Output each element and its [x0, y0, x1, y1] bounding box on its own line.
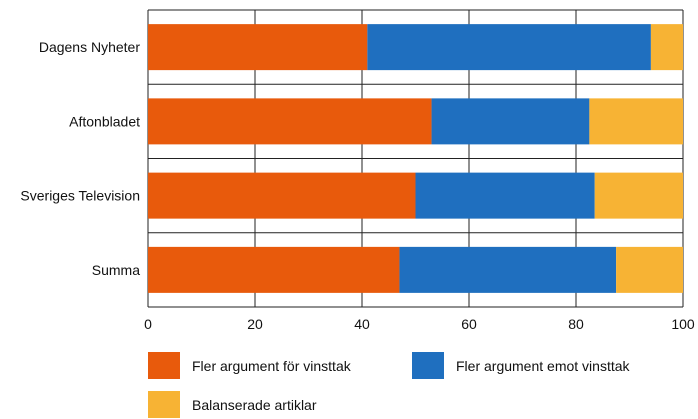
bar-segment-2-2 [594, 172, 683, 219]
bar-segment-1-0 [148, 98, 432, 145]
bar-segment-2-0 [148, 172, 416, 219]
legend-item-for: Fler argument för vinsttak [148, 352, 351, 379]
legend-swatch-for [148, 352, 180, 379]
legend-item-balanserade: Balanserade artiklar [148, 391, 317, 418]
x-tick-label: 0 [144, 316, 152, 332]
legend-label-balanserade: Balanserade artiklar [192, 396, 317, 413]
bars [148, 24, 683, 293]
bar-segment-0-1 [367, 24, 651, 71]
bar-segment-3-2 [616, 246, 683, 293]
bar-segment-1-2 [589, 98, 683, 145]
legend-swatch-emot [412, 352, 444, 379]
bar-segment-3-1 [399, 246, 617, 293]
legend-swatch-balanserade [148, 391, 180, 418]
bar-segment-3-0 [148, 246, 400, 293]
category-label: Sveriges Television [20, 188, 140, 204]
x-tick-label: 60 [461, 316, 477, 332]
x-tick-label: 80 [568, 316, 584, 332]
category-label: Aftonbladet [69, 113, 140, 129]
x-axis: 0 20 40 60 80 100 [144, 316, 695, 332]
x-tick-label: 40 [354, 316, 370, 332]
bar-segment-2-1 [415, 172, 595, 219]
legend-item-emot: Fler argument emot vinsttak [412, 352, 630, 379]
x-tick-label: 100 [671, 316, 695, 332]
category-label: Dagens Nyheter [39, 39, 141, 55]
bar-segment-1-1 [431, 98, 590, 145]
category-labels: Dagens Nyheter Aftonbladet Sveriges Televi… [20, 39, 140, 278]
legend-label-emot: Fler argument emot vinsttak [456, 357, 630, 374]
bar-segment-0-2 [650, 24, 683, 71]
legend-label-for: Fler argument för vinsttak [192, 357, 351, 374]
bar-segment-0-0 [148, 24, 368, 71]
category-label: Summa [92, 262, 140, 278]
x-tick-label: 20 [247, 316, 263, 332]
